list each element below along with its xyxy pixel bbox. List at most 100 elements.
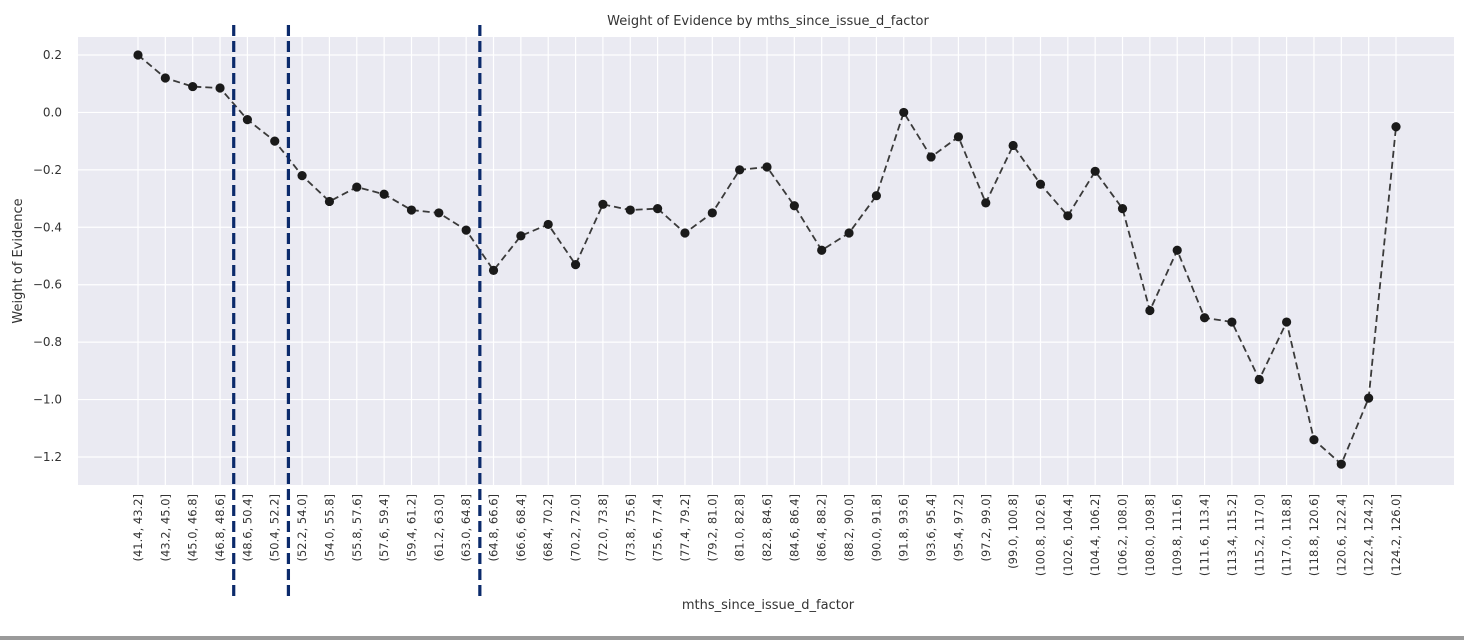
x-tick-label: (75.6, 77.4] xyxy=(651,494,665,562)
data-point xyxy=(981,198,991,208)
data-point xyxy=(1309,435,1319,445)
data-point xyxy=(735,165,745,175)
y-tick-label: −0.4 xyxy=(33,220,62,234)
data-point xyxy=(680,228,690,238)
window-bottom-edge xyxy=(0,636,1464,640)
x-tick-label: (68.4, 70.2] xyxy=(541,494,555,562)
y-tick-label: −1.2 xyxy=(33,450,62,464)
x-tick-label: (95.4, 97.2] xyxy=(951,494,965,562)
data-point xyxy=(1117,204,1128,214)
plot-background xyxy=(78,37,1454,485)
data-point xyxy=(160,73,170,83)
x-tick-label: (59.4, 61.2] xyxy=(404,494,418,562)
chart-title: Weight of Evidence by mths_since_issue_d… xyxy=(607,14,929,29)
y-tick-label: −0.6 xyxy=(33,278,62,292)
data-point xyxy=(1035,179,1046,189)
data-point xyxy=(488,265,499,275)
x-tick-label: (97.2, 99.0] xyxy=(979,494,993,562)
data-point xyxy=(926,152,936,162)
x-tick-labels: (41.4, 43.2] (43.2, 45.0] (45.0, 46.8] (46.… xyxy=(131,494,1403,576)
x-tick-label: (120.6, 122.4] xyxy=(1334,494,1348,576)
y-tick-label: −1.0 xyxy=(33,393,62,407)
data-point xyxy=(434,208,444,218)
x-tick-label: (109.8, 111.6] xyxy=(1170,494,1184,576)
data-point xyxy=(871,191,881,201)
data-point xyxy=(625,205,635,215)
x-tick-label: (90.0, 91.8] xyxy=(869,494,883,562)
data-point xyxy=(598,199,608,209)
x-tick-label: (70.2, 72.0] xyxy=(569,494,583,562)
x-tick-label: (66.6, 68.4] xyxy=(514,494,528,562)
data-point xyxy=(133,50,143,60)
data-point xyxy=(215,83,225,93)
data-point xyxy=(1364,393,1374,403)
x-tick-label: (102.6, 104.4] xyxy=(1061,494,1075,576)
data-point xyxy=(379,189,389,199)
x-tick-label: (88.2, 90.0] xyxy=(842,494,856,562)
x-tick-label: (72.0, 73.8] xyxy=(596,494,610,562)
data-point xyxy=(1008,140,1018,151)
y-tick-label: 0.2 xyxy=(43,48,62,62)
data-point xyxy=(270,136,280,146)
x-tick-label: (73.8, 75.6] xyxy=(623,494,637,562)
data-point xyxy=(1227,317,1237,327)
x-tick-label: (115.2, 117.0] xyxy=(1252,494,1266,576)
x-tick-label: (86.4, 88.2] xyxy=(815,494,829,562)
x-tick-label: (81.0, 82.8] xyxy=(733,494,747,562)
x-tick-label: (48.6, 50.4] xyxy=(240,494,254,562)
data-point xyxy=(1391,122,1401,132)
x-tick-label: (108.0, 109.8] xyxy=(1143,494,1157,576)
y-tick-label: −0.8 xyxy=(33,335,62,349)
data-point xyxy=(817,245,827,255)
x-tick-label: (84.6, 86.4] xyxy=(787,494,801,562)
data-point xyxy=(1090,166,1100,176)
x-tick-label: (113.4, 115.2] xyxy=(1225,494,1239,576)
data-point xyxy=(1145,305,1155,316)
data-point xyxy=(406,205,417,215)
data-point xyxy=(297,171,307,181)
data-point xyxy=(1336,459,1346,469)
x-tick-label: (124.2, 126.0] xyxy=(1389,494,1403,576)
x-tick-label: (91.8, 93.6] xyxy=(897,494,911,562)
x-tick-label: (111.6, 113.4] xyxy=(1198,494,1212,576)
data-point xyxy=(543,219,553,230)
x-tick-label: (118.8, 120.6] xyxy=(1307,494,1321,576)
series-woe xyxy=(133,50,1401,469)
x-tick-label: (41.4, 43.2] xyxy=(131,494,145,562)
x-tick-label: (100.8, 102.6] xyxy=(1033,494,1047,576)
x-tick-label: (50.4, 52.2] xyxy=(268,494,282,562)
x-tick-label: (46.8, 48.6] xyxy=(213,494,227,562)
x-tick-label: (77.4, 79.2] xyxy=(678,494,692,562)
x-tick-label: (63.0, 64.8] xyxy=(459,494,473,562)
y-tick-labels: 0.2 0.0 −0.2 −0.4 −0.6 −0.8 −1.0 −1.2 xyxy=(33,48,62,464)
data-point xyxy=(352,182,362,192)
data-point xyxy=(789,201,799,211)
x-tick-label: (104.4, 106.2] xyxy=(1088,494,1102,576)
x-tick-label: (57.6, 59.4] xyxy=(377,494,391,562)
x-tick-label: (55.8, 57.6] xyxy=(350,494,364,562)
y-tick-label: −0.2 xyxy=(33,163,62,177)
data-point xyxy=(707,208,717,218)
data-point xyxy=(762,162,772,172)
data-point xyxy=(1282,317,1292,327)
data-point xyxy=(1199,313,1210,323)
x-tick-label: (52.2, 54.0] xyxy=(295,494,309,562)
data-point xyxy=(242,115,252,125)
data-point xyxy=(1063,211,1073,221)
x-tick-label: (79.2, 81.0] xyxy=(705,494,719,562)
data-point xyxy=(324,196,335,207)
data-point xyxy=(899,107,909,118)
x-tick-label: (117.0, 118.8] xyxy=(1280,494,1294,576)
data-point xyxy=(516,231,526,241)
data-point xyxy=(188,81,198,92)
data-point xyxy=(844,228,854,238)
data-point xyxy=(570,260,581,270)
x-tick-label: (93.6, 95.4] xyxy=(924,494,938,562)
x-axis-label: mths_since_issue_d_factor xyxy=(682,598,855,613)
data-point xyxy=(1254,374,1264,385)
data-point xyxy=(461,225,471,235)
x-tick-label: (61.2, 63.0] xyxy=(432,494,446,562)
x-tick-label: (106.2, 108.0] xyxy=(1116,494,1130,576)
x-tick-label: (122.4, 124.2] xyxy=(1362,494,1376,576)
